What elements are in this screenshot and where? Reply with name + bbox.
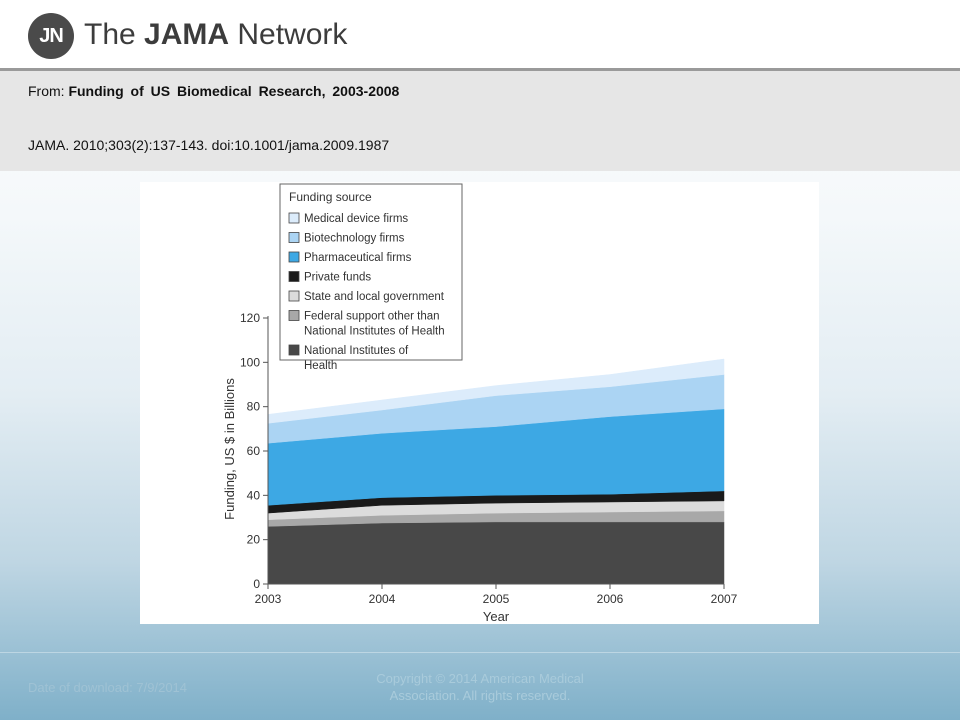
x-axis-title: Year bbox=[483, 609, 510, 624]
legend-label-5: Federal support other than bbox=[304, 311, 440, 323]
legend-label-4: State and local government bbox=[304, 291, 445, 303]
jama-network-logo-icon: JN bbox=[28, 13, 74, 59]
brand-name: The JAMA Network bbox=[84, 18, 347, 52]
brand-name-bold: JAMA bbox=[144, 18, 230, 51]
y-tick-label-6: 120 bbox=[240, 311, 260, 325]
y-axis-title: Funding, US $ in Billions bbox=[222, 378, 237, 520]
y-tick-label-3: 60 bbox=[247, 444, 261, 458]
from-line: From: Funding of US Biomedical Research,… bbox=[28, 83, 399, 99]
y-tick-label-5: 100 bbox=[240, 355, 260, 369]
legend-label-6-line2: Health bbox=[304, 360, 337, 372]
brand-name-rest: Network bbox=[229, 18, 348, 51]
legend-label-2: Pharmaceutical firms bbox=[304, 252, 412, 264]
legend-box bbox=[279, 183, 463, 361]
legend-swatch-3 bbox=[288, 271, 300, 282]
citation: JAMA. 2010;303(2):137-143. doi:10.1001/j… bbox=[28, 137, 390, 153]
legend-swatch-2 bbox=[288, 251, 300, 263]
legend-swatch-5 bbox=[288, 310, 300, 321]
figure: 0 20 40 60 80 100 120 2003 2004 2005 2006 2007 Year F… bbox=[140, 182, 819, 624]
copyright: Copyright © 2014 American Medical Associ… bbox=[376, 671, 584, 703]
x-tick-label-4: 2007 bbox=[711, 592, 738, 606]
logo-bar: JN The JAMA Network bbox=[0, 0, 960, 68]
header-band bbox=[0, 68, 960, 171]
from-label: From: bbox=[28, 83, 65, 99]
legend-title: Funding source bbox=[289, 190, 372, 204]
legend-label-5-line2: National Institutes of Health bbox=[304, 326, 445, 338]
stacked-area-chart: 0 20 40 60 80 100 120 2003 2004 2005 2006 2007 Year F… bbox=[222, 183, 738, 624]
x-tick-label-0: 2003 bbox=[255, 592, 282, 606]
y-tick-label-0: 0 bbox=[253, 577, 260, 591]
legend-swatch-4 bbox=[288, 290, 300, 302]
legend-label-6: National Institutes of bbox=[304, 345, 409, 357]
legend-label-1: Biotechnology firms bbox=[304, 233, 405, 245]
x-tick-label-1: 2004 bbox=[369, 592, 396, 606]
legend-swatch-0 bbox=[288, 212, 300, 224]
y-tick-label-4: 80 bbox=[247, 400, 261, 414]
download-date: Date of download: 7/9/2014 bbox=[28, 680, 188, 695]
area-series-0 bbox=[267, 521, 725, 585]
y-tick-label-1: 20 bbox=[247, 533, 261, 547]
legend-label-3: Private funds bbox=[304, 272, 371, 284]
article-title[interactable]: Funding of US Biomedical Research, 2003-… bbox=[68, 83, 400, 99]
legend-label-0: Medical device firms bbox=[304, 213, 408, 225]
area-series-6 bbox=[267, 358, 725, 424]
legend-swatch-1 bbox=[288, 232, 300, 243]
x-tick-label-2: 2005 bbox=[483, 592, 510, 606]
legend-swatch-6 bbox=[288, 344, 300, 356]
y-tick-label-2: 40 bbox=[247, 488, 261, 502]
x-tick-label-3: 2006 bbox=[597, 592, 624, 606]
brand-name-light: The bbox=[84, 18, 145, 51]
footer-divider bbox=[0, 652, 960, 653]
